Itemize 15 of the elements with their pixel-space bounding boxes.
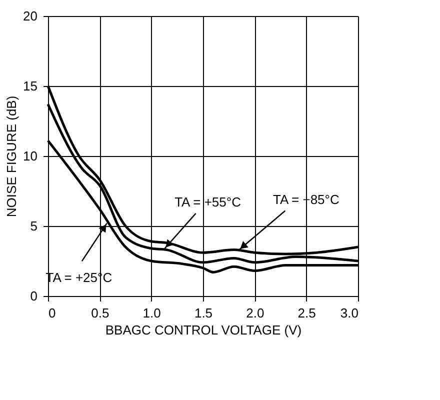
x-axis-title: BBAGC CONTROL VOLTAGE (V) <box>105 322 302 338</box>
x-tick-label: 2.5 <box>298 306 316 320</box>
y-tick-label: 15 <box>23 78 38 94</box>
y-tick-label: 20 <box>23 8 38 24</box>
y-axis-title: NOISE FIGURE (dB) <box>4 96 20 218</box>
x-tick-label: 2.0 <box>246 306 264 320</box>
y-tick-label: 5 <box>30 218 38 234</box>
x-tick-label: 1.0 <box>142 306 161 320</box>
x-tick-label: 1.5 <box>194 306 213 320</box>
annotation: TA = +55°C <box>174 194 241 210</box>
x-tick-label: 0 <box>48 306 56 320</box>
y-tick-label: 10 <box>23 148 38 164</box>
y-tick-label: 0 <box>30 288 38 304</box>
x-tick-label: 0.5 <box>91 306 110 320</box>
x-tick-label: 3.0 <box>340 306 358 320</box>
